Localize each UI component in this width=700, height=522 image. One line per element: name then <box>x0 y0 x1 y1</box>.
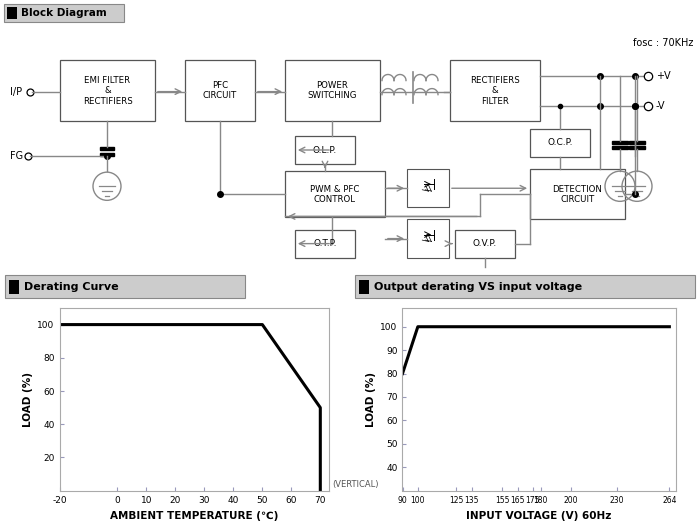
X-axis label: INPUT VOLTAGE (V) 60Hz: INPUT VOLTAGE (V) 60Hz <box>466 512 612 521</box>
Text: O.C.P.: O.C.P. <box>547 138 573 147</box>
Bar <box>629 146 645 149</box>
Bar <box>450 61 540 121</box>
Bar <box>9 280 19 294</box>
Y-axis label: LOAD (%): LOAD (%) <box>366 372 376 427</box>
Bar <box>629 141 645 144</box>
Text: O.V.P.: O.V.P. <box>473 239 497 248</box>
Bar <box>407 219 449 258</box>
Bar <box>5 275 245 298</box>
Bar <box>455 230 515 258</box>
X-axis label: AMBIENT TEMPERATURE (℃): AMBIENT TEMPERATURE (℃) <box>110 512 279 521</box>
Bar <box>355 275 695 298</box>
Bar <box>530 129 590 157</box>
Text: (VERTICAL): (VERTICAL) <box>332 480 379 489</box>
Bar <box>407 169 449 207</box>
Text: POWER
SWITCHING: POWER SWITCHING <box>308 81 357 100</box>
Bar <box>100 153 114 156</box>
Text: EMI FILTER
&
RECTIFIERS: EMI FILTER & RECTIFIERS <box>83 76 132 105</box>
Bar <box>530 169 625 219</box>
Bar <box>7 7 17 19</box>
Text: DETECTION
CIRCUIT: DETECTION CIRCUIT <box>552 185 603 204</box>
Text: +V: +V <box>656 70 671 80</box>
Text: fosc : 70KHz: fosc : 70KHz <box>633 38 693 48</box>
Bar <box>185 61 255 121</box>
Text: -V: -V <box>656 101 666 111</box>
Bar <box>359 280 369 294</box>
Text: PWM & PFC
CONTROL: PWM & PFC CONTROL <box>310 185 360 204</box>
Bar <box>295 136 355 164</box>
Bar <box>100 147 114 150</box>
Bar <box>612 146 628 149</box>
Text: Block Diagram: Block Diagram <box>21 8 106 18</box>
Bar <box>285 61 380 121</box>
Text: O.T.P.: O.T.P. <box>314 239 337 248</box>
Text: FG: FG <box>10 151 23 161</box>
Bar <box>295 230 355 258</box>
Bar <box>4 4 124 22</box>
Text: O.L.P.: O.L.P. <box>313 146 337 155</box>
Text: RECTIFIERS
&
FILTER: RECTIFIERS & FILTER <box>470 76 520 105</box>
Bar <box>60 61 155 121</box>
Text: Output derating VS input voltage: Output derating VS input voltage <box>374 282 582 292</box>
Text: Derating Curve: Derating Curve <box>24 282 118 292</box>
Bar <box>285 171 385 218</box>
Y-axis label: LOAD (%): LOAD (%) <box>23 372 33 427</box>
Bar <box>612 141 628 144</box>
Text: I/P: I/P <box>10 87 22 97</box>
Text: PFC
CIRCUIT: PFC CIRCUIT <box>203 81 237 100</box>
